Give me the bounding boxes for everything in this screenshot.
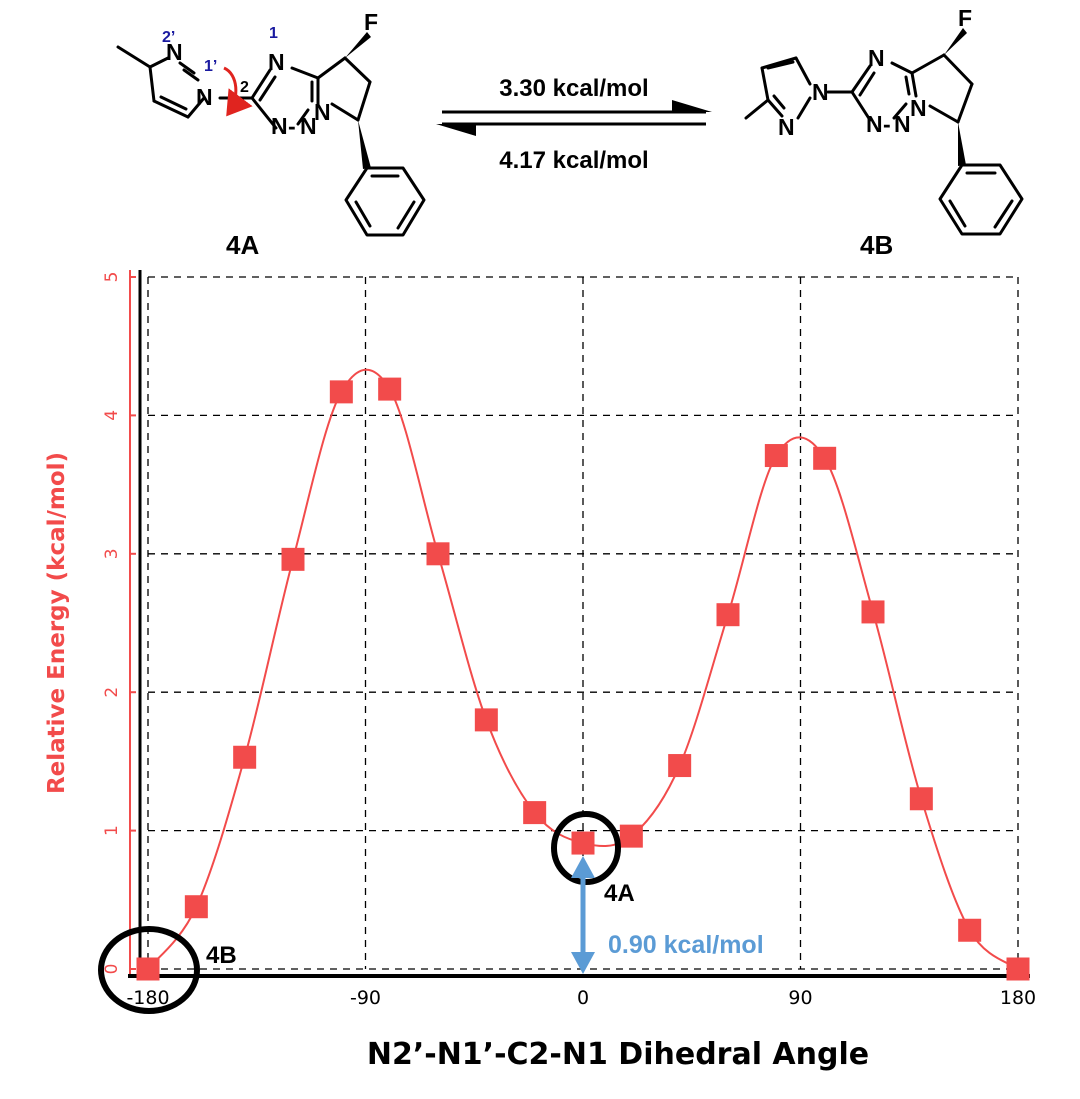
y-axis-title: Relative Energy (kcal/mol) [44, 452, 70, 794]
x-tick-label: -180 [126, 987, 169, 1009]
atom-fluorine: F [364, 9, 378, 35]
x-tick-label: -90 [350, 987, 381, 1009]
atom-fluorine: F [958, 5, 972, 31]
data-point [1006, 957, 1030, 981]
reaction-scheme: N N N N - N N F 2’ 1’ 2 1 4A 3.30 kcal/m… [116, 5, 1024, 260]
energy-gap-arrow [571, 856, 595, 974]
atom-n1prime: N [196, 84, 213, 110]
y-tick-label: 4 [102, 410, 122, 421]
atom-bond-dash: - [288, 113, 296, 139]
atom-n2prime: N [778, 114, 795, 140]
data-point [523, 801, 547, 825]
y-tick-label: 1 [102, 825, 122, 836]
x-tick-label: 0 [577, 987, 589, 1009]
energy-chart: 0 1 2 3 4 5 -180 -90 0 90 180 Relative Energy (kc… [44, 270, 1036, 1072]
atom-n: N [894, 111, 911, 137]
atom-n1prime: N [812, 79, 829, 105]
y-tick-label: 2 [102, 687, 122, 698]
structure-4A: N N N N - N N F 2’ 1’ 2 1 4A [116, 9, 426, 260]
x-tick-label: 180 [1000, 987, 1036, 1009]
numbering-1prime: 1’ [204, 58, 217, 75]
atom-n-bridge: N [314, 99, 331, 125]
data-point [329, 380, 353, 404]
y-tick-label: 0 [102, 964, 122, 975]
reverse-barrier: 4.17 kcal/mol [499, 147, 648, 174]
y-tick-label: 3 [102, 548, 122, 559]
annotation-4A: 4A [604, 880, 635, 907]
energy-gap-label: 0.90 kcal/mol [608, 931, 764, 959]
x-tick-labels: -180 -90 0 90 180 [126, 987, 1036, 1009]
x-tick-label: 90 [788, 987, 812, 1009]
atom-n-bridge: N [910, 95, 927, 121]
structure-4B: N N N N - N N F 4B [744, 5, 1024, 260]
atom-n1: N [268, 49, 285, 75]
data-point [233, 745, 257, 769]
atom-n: N [866, 111, 883, 137]
data-point [958, 918, 982, 942]
label-4B: 4B [860, 230, 893, 260]
atom-n: N [271, 113, 288, 139]
atom-bond-dash: - [883, 111, 891, 137]
data-point [716, 603, 740, 627]
data-point [378, 377, 402, 401]
atom-n: N [300, 113, 317, 139]
rotation-arrow [223, 66, 253, 117]
x-axis-title: N2’-N1’-C2-N1 Dihedral Angle [367, 1037, 869, 1072]
atom-n2prime: N [166, 39, 183, 65]
highlight-circle-4B [98, 926, 200, 1014]
annotation-4B: 4B [206, 942, 237, 969]
numbering-2: 2 [240, 79, 249, 96]
numbering-1: 1 [269, 25, 278, 42]
data-point [571, 831, 595, 855]
label-4A: 4A [226, 230, 259, 260]
y-tick-labels: 0 1 2 3 4 5 [102, 272, 136, 975]
atom-n1: N [868, 45, 885, 71]
data-point [668, 754, 692, 778]
series-markers [136, 377, 1030, 981]
data-point [813, 446, 837, 470]
numbering-2prime: 2’ [162, 29, 175, 46]
data-point [281, 547, 305, 571]
data-point [136, 957, 160, 981]
forward-barrier: 3.30 kcal/mol [499, 75, 648, 102]
highlight-circle-4A [551, 811, 621, 885]
data-point [909, 787, 933, 811]
data-point [474, 708, 498, 732]
axes [128, 270, 1030, 978]
data-point [764, 444, 788, 468]
data-point [861, 600, 885, 624]
data-point [426, 542, 450, 566]
data-point [184, 895, 208, 919]
y-tick-label: 5 [102, 272, 122, 283]
equilibrium-arrows: 3.30 kcal/mol 4.17 kcal/mol [436, 75, 712, 174]
data-point [619, 824, 643, 848]
